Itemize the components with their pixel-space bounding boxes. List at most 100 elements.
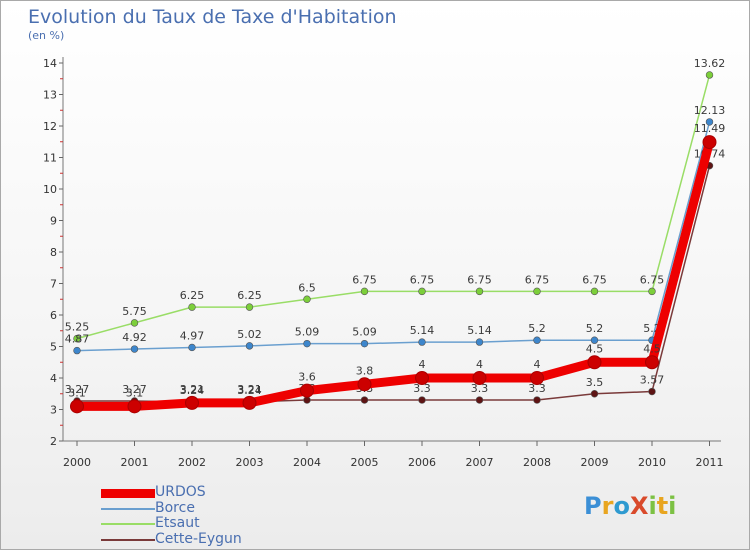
data-label-cette-eygun: 3.27 (122, 383, 147, 396)
x-tick-label: 2008 (523, 456, 551, 469)
proxiti-logo: ProXiti (584, 492, 676, 520)
data-point-cette-eygun (475, 396, 484, 404)
data-label-borce: 5.14 (467, 324, 492, 337)
x-tick-label: 2003 (236, 456, 264, 469)
data-label-borce: 5.2 (586, 322, 604, 335)
x-tick-label: 2007 (466, 456, 494, 469)
data-point-borce (475, 338, 484, 346)
data-point-cette-eygun (648, 387, 656, 396)
data-point-borce (73, 346, 81, 355)
data-point-etsaut (130, 319, 139, 327)
x-tick-label: 2009 (581, 456, 609, 469)
logo-letter: i (668, 492, 677, 520)
data-label-urdos: 4.5 (586, 342, 604, 355)
data-label-etsaut: 6.75 (352, 273, 377, 286)
y-tick-label: 10 (43, 183, 57, 196)
data-label-cette-eygun: 3.27 (65, 383, 90, 396)
data-point-etsaut (475, 287, 484, 296)
data-label-etsaut: 6.75 (467, 273, 492, 286)
data-point-urdos (645, 355, 659, 370)
data-label-etsaut: 6.25 (180, 289, 205, 302)
data-label-cette-eygun: 3.24 (237, 384, 262, 397)
data-label-borce: 5.02 (237, 328, 262, 341)
data-label-borce: 12.13 (694, 104, 726, 117)
data-point-urdos (70, 399, 84, 414)
data-label-borce: 4.87 (65, 333, 90, 346)
data-point-borce (533, 336, 541, 344)
y-tick-label: 4 (50, 372, 57, 385)
data-label-cette-eygun: 3.24 (180, 384, 205, 397)
data-point-etsaut (418, 287, 426, 296)
x-tick-label: 2006 (408, 456, 436, 469)
data-point-borce (130, 345, 139, 353)
data-point-cette-eygun (533, 396, 541, 404)
data-point-etsaut (245, 303, 254, 311)
data-label-etsaut: 5.75 (122, 305, 147, 318)
series-line-etsaut (76, 74, 711, 340)
x-tick-label: 2002 (178, 456, 206, 469)
data-label-borce: 5.09 (295, 326, 320, 339)
x-tick-label: 2010 (638, 456, 666, 469)
data-point-borce (418, 338, 426, 346)
data-label-urdos: 3.1 (68, 386, 86, 399)
data-point-etsaut (533, 287, 541, 296)
data-label-urdos: 4.5 (643, 342, 661, 355)
data-point-urdos (357, 377, 372, 392)
data-label-cette-eygun: 3.57 (640, 374, 665, 387)
data-point-borce (188, 343, 196, 352)
data-point-etsaut (188, 303, 196, 311)
logo-letter: i (648, 492, 657, 520)
data-point-urdos (702, 135, 717, 150)
data-label-cette-eygun: 3.5 (586, 376, 604, 389)
data-point-borce (360, 339, 369, 348)
data-label-etsaut: 6.75 (582, 273, 607, 286)
x-tick-label: 2000 (63, 456, 91, 469)
data-label-urdos: 3.21 (180, 383, 205, 396)
data-point-borce (303, 339, 311, 348)
logo-letter: o (613, 492, 630, 520)
logo-letter: t (656, 492, 669, 520)
data-label-borce: 5.2 (528, 322, 546, 335)
data-point-borce (245, 342, 254, 350)
data-label-etsaut: 6.75 (640, 273, 665, 286)
data-point-cette-eygun (360, 396, 369, 404)
data-label-urdos: 4 (534, 358, 541, 371)
data-label-etsaut: 6.5 (298, 281, 316, 294)
series-line-urdos (72, 137, 714, 411)
data-label-cette-eygun: 3.3 (413, 382, 431, 395)
data-label-borce: 4.92 (122, 331, 147, 344)
data-point-cette-eygun (590, 390, 599, 398)
logo-letter: r (601, 492, 614, 520)
data-label-etsaut: 13.62 (694, 57, 726, 70)
x-tick-label: 2005 (351, 456, 379, 469)
data-point-urdos (300, 383, 314, 398)
x-tick-label: 2011 (696, 456, 724, 469)
logo-letter: P (584, 492, 602, 520)
data-label-etsaut: 6.75 (410, 273, 435, 286)
data-point-etsaut (705, 71, 714, 79)
y-tick-label: 14 (43, 57, 57, 70)
y-tick-label: 6 (50, 309, 57, 322)
data-label-cette-eygun: 3.3 (528, 382, 546, 395)
y-tick-label: 2 (50, 435, 57, 448)
chart-title: Evolution du Taux de Taxe d'Habitation (28, 6, 397, 28)
data-label-urdos: 3.21 (237, 383, 262, 396)
data-label-urdos: 3.1 (126, 386, 144, 399)
data-point-borce (705, 118, 714, 126)
data-point-urdos (415, 371, 429, 385)
data-label-urdos: 3.8 (356, 364, 374, 377)
data-point-etsaut (73, 334, 81, 343)
y-tick-label: 7 (50, 278, 57, 291)
logo-letter: X (629, 492, 649, 520)
data-label-etsaut: 6.75 (525, 273, 550, 286)
data-point-etsaut (648, 287, 656, 296)
data-label-urdos: 4 (476, 358, 483, 371)
data-label-urdos: 4 (419, 358, 426, 371)
data-point-borce (590, 336, 599, 344)
data-point-etsaut (303, 295, 311, 303)
data-point-urdos (242, 395, 257, 410)
y-tick-label: 12 (43, 120, 57, 133)
y-tick-label: 8 (50, 246, 57, 259)
